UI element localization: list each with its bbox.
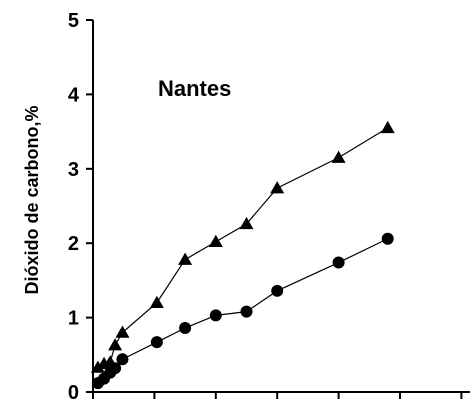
circle-marker — [109, 362, 122, 375]
triangle-marker — [380, 120, 395, 134]
series-layer — [90, 120, 395, 390]
y-tick-label: 3 — [68, 159, 79, 181]
chart-annotation: Nantes — [158, 76, 231, 101]
triangle-marker — [115, 325, 130, 338]
triangle-marker — [149, 295, 164, 308]
circle-marker — [240, 305, 253, 318]
triangle-marker — [90, 360, 105, 373]
y-axis-label: Dióxido de carbono,% — [22, 105, 42, 294]
y-tick-label: 0 — [68, 382, 79, 403]
circle-marker — [150, 336, 163, 349]
y-tick-label: 1 — [68, 308, 79, 330]
circle-marker — [271, 284, 284, 297]
triangle-marker — [331, 150, 346, 163]
axes: 0 1 2 3 4 5 — [68, 10, 470, 403]
circle-marker — [116, 353, 129, 366]
triangle-marker — [178, 252, 193, 265]
circle-marker — [179, 322, 192, 335]
y-tick-label: 5 — [68, 10, 79, 32]
triangle-marker — [239, 216, 254, 230]
circle-marker — [381, 232, 394, 245]
circle-marker — [332, 256, 345, 269]
triangle-marker — [270, 181, 285, 194]
y-tick-label: 2 — [68, 233, 79, 255]
series-2 — [91, 232, 394, 390]
triangle-marker — [108, 338, 123, 351]
y-tick-label: 4 — [68, 84, 80, 106]
triangle-marker — [208, 234, 223, 247]
circle-marker — [209, 309, 222, 322]
series-line — [97, 127, 389, 368]
series-1 — [90, 120, 395, 373]
